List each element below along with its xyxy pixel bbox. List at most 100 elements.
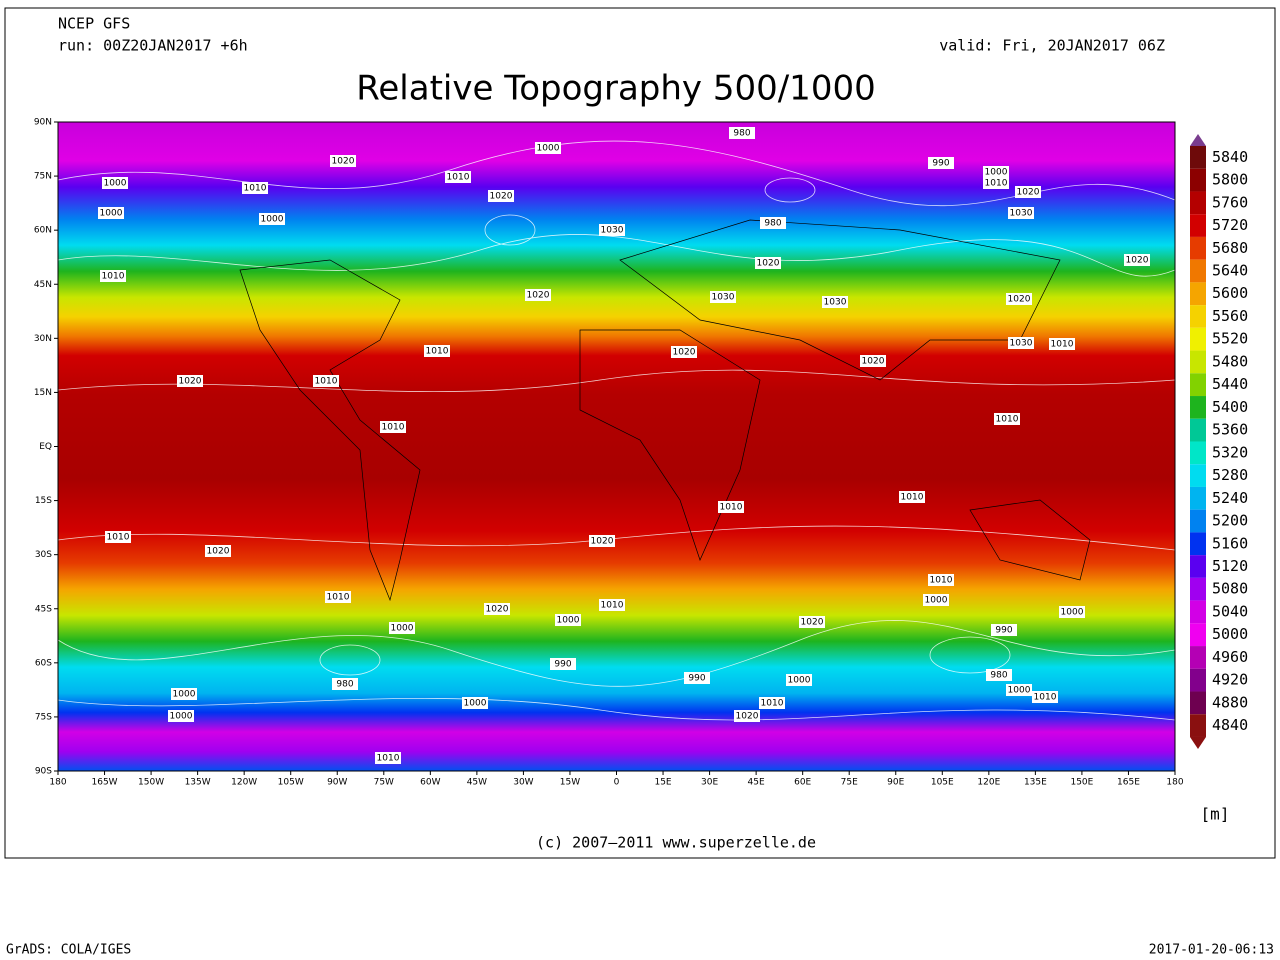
run: run: 00Z20JAN2017 +6h	[58, 37, 248, 55]
isobar-label-bg	[259, 213, 285, 225]
lat-label: 15S	[35, 496, 52, 506]
source: NCEP GFS	[58, 15, 130, 33]
colorbar-label: 5320	[1212, 443, 1248, 461]
lon-label: 120E	[977, 778, 1000, 788]
isobar-label-bg	[684, 672, 710, 684]
isobar-label: 1020	[1126, 256, 1149, 266]
isobar-label: 980	[336, 680, 353, 690]
colorbar-label: 5000	[1212, 625, 1248, 643]
lon-label: 45W	[467, 778, 487, 788]
colorbar-box	[1190, 532, 1206, 556]
colorbar-label: 4920	[1212, 671, 1248, 689]
isobar-label: 1020	[486, 605, 509, 615]
isobar-label-bg	[313, 375, 339, 387]
colorbar-label: 4960	[1212, 648, 1248, 666]
isobar-label: 980	[764, 219, 781, 229]
colorbar-box	[1190, 714, 1206, 737]
isobar-label-bg	[1049, 338, 1075, 350]
isobar-label-bg	[389, 622, 415, 634]
isobar-label-bg	[177, 375, 203, 387]
isobar-label-bg	[729, 127, 755, 139]
isobar-label: 1030	[601, 226, 624, 236]
lon-label: 180	[49, 778, 66, 788]
colorbar-box	[1190, 509, 1206, 533]
isobar-label: 1020	[527, 291, 550, 301]
isobar-label-bg	[325, 591, 351, 603]
lon-label: 45E	[748, 778, 765, 788]
isobar-label: 1000	[261, 215, 284, 225]
colorbar-box	[1190, 191, 1206, 215]
lat-label: 30S	[35, 550, 52, 560]
colorbar-label: 5640	[1212, 262, 1248, 280]
isobar-label-bg	[1008, 207, 1034, 219]
lat-label: 45N	[34, 280, 52, 290]
isobar-label: 1020	[1008, 295, 1031, 305]
isobar-label: 1000	[985, 168, 1008, 178]
isobar-label: 1010	[315, 377, 338, 387]
colorbar-label: 5200	[1212, 512, 1248, 530]
isobar-label-bg	[205, 545, 231, 557]
isobar-label-bg	[589, 535, 615, 547]
colorbar-label: 5800	[1212, 171, 1248, 189]
isobar-label-bg	[991, 624, 1017, 636]
lon-label: 135E	[1024, 778, 1047, 788]
isobar-label: 1020	[179, 377, 202, 387]
isobar-label: 1000	[391, 624, 414, 634]
isobar-label: 1000	[1008, 686, 1031, 696]
isobar-label-bg	[599, 224, 625, 236]
isobar-label: 1030	[712, 293, 735, 303]
isobar-label-bg	[1008, 337, 1034, 349]
lon-label: 150E	[1070, 778, 1093, 788]
isobar-label: 1010	[1051, 340, 1074, 350]
isobar-label-bg	[525, 289, 551, 301]
isobar-label-bg	[734, 710, 760, 722]
lat-label: 45S	[35, 604, 52, 614]
colorbar-label: 5440	[1212, 375, 1248, 393]
lon-label: 75E	[841, 778, 858, 788]
colorbar-label: 5600	[1212, 284, 1248, 302]
colorbar-label: 5520	[1212, 330, 1248, 348]
isobar-label-bg	[671, 346, 697, 358]
colorbar-label: 5720	[1212, 216, 1248, 234]
isobar-label: 1000	[925, 596, 948, 606]
colorbar-label: 5760	[1212, 193, 1248, 211]
isobar-label: 1010	[447, 173, 470, 183]
colorbar-box	[1190, 668, 1206, 692]
isobar-label: 1000	[537, 144, 560, 154]
lat-label: 90N	[34, 118, 52, 128]
lat-label: 60N	[34, 226, 52, 236]
coastlines	[239, 219, 1091, 602]
colorbar-label: 5400	[1212, 398, 1248, 416]
frame	[4, 7, 1276, 859]
isobar-label: 990	[932, 159, 949, 169]
isobar-label: 1020	[207, 547, 230, 557]
isobar-label: 1000	[557, 616, 580, 626]
isobar-label-bg	[375, 752, 401, 764]
colorbar-box	[1190, 350, 1206, 374]
isobar-label-bg	[860, 355, 886, 367]
colorbar-box	[1190, 555, 1206, 578]
lat-label: 90S	[35, 767, 52, 777]
lon-label: 105W	[278, 778, 304, 788]
colorbar-box	[1190, 236, 1206, 260]
isobar-label-bg	[599, 599, 625, 611]
isobar-label: 990	[688, 674, 705, 684]
colorbar-box	[1190, 486, 1206, 510]
isobar-label-bg	[928, 574, 954, 586]
isobar-label-bg	[1032, 691, 1058, 703]
colorbar-box	[1190, 214, 1206, 237]
isobar-label: 1000	[464, 699, 487, 709]
isobar-label: 1010	[720, 503, 743, 513]
isobar-label: 1010	[761, 699, 784, 709]
colorbar-box	[1190, 623, 1206, 647]
lon-label: 0	[614, 778, 620, 788]
isobar-label-bg	[105, 531, 131, 543]
isobar-label-bg	[484, 603, 510, 615]
isobar-label: 1010	[930, 576, 953, 586]
isobar-label-bg	[555, 614, 581, 626]
lon-label: 105E	[931, 778, 954, 788]
isobar-label: 1010	[377, 754, 400, 764]
lat-label: 75S	[35, 712, 52, 722]
isobar-label-bg	[983, 177, 1009, 189]
